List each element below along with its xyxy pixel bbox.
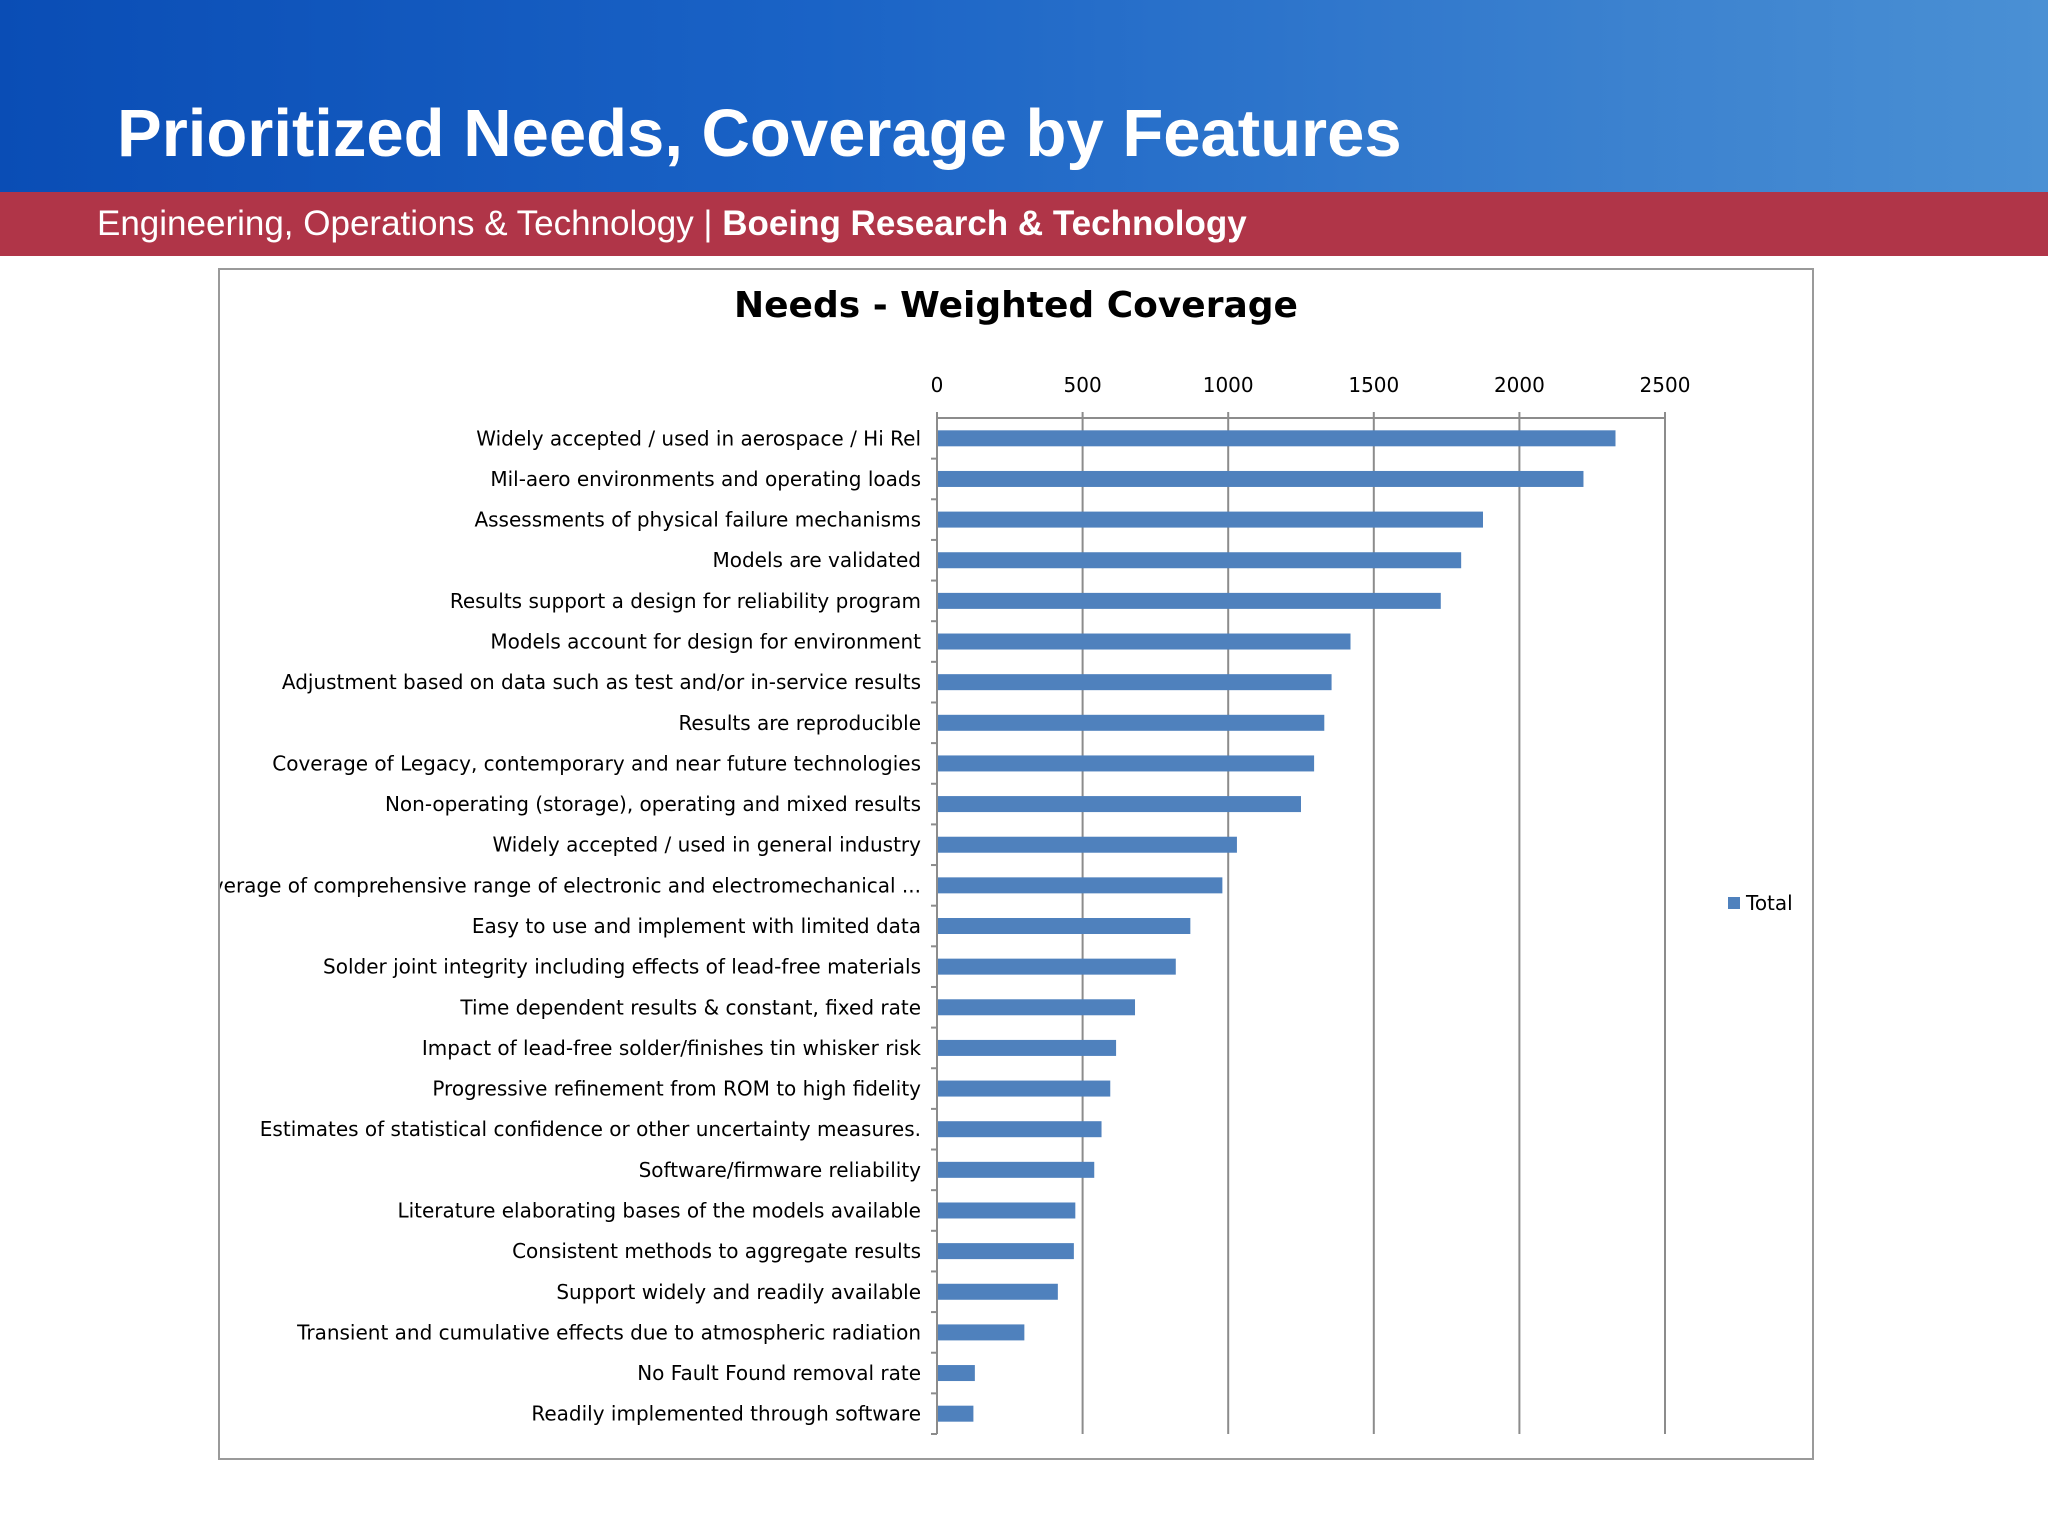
- bar: [938, 1161, 1095, 1178]
- legend-label: Total: [1745, 891, 1793, 915]
- slide-header: Prioritized Needs, Coverage by Features: [0, 0, 2048, 192]
- category-label: Non-operating (storage), operating and m…: [385, 792, 921, 816]
- category-label: Easy to use and implement with limited d…: [472, 914, 921, 938]
- bar: [938, 999, 1136, 1016]
- bar: [938, 430, 1616, 447]
- bar: [938, 1202, 1076, 1219]
- bar: [938, 714, 1325, 731]
- category-label: Literature elaborating bases of the mode…: [397, 1198, 921, 1222]
- bar: [938, 511, 1483, 528]
- bar: [938, 592, 1441, 609]
- category-label: Models account for design for environmen…: [490, 630, 921, 654]
- category-label: Support widely and readily available: [556, 1280, 921, 1304]
- bar: [938, 796, 1301, 813]
- x-tick-label: 2500: [1640, 373, 1691, 397]
- category-label: Mil-aero environments and operating load…: [490, 467, 921, 491]
- bar: [938, 1405, 974, 1422]
- category-label: Estimates of statistical confidence or o…: [260, 1117, 921, 1141]
- bar: [938, 674, 1332, 691]
- bar: [938, 755, 1315, 772]
- x-tick-label: 0: [931, 373, 944, 397]
- subheader-text: Engineering, Operations & Technology | B…: [97, 201, 1247, 247]
- category-label: No Fault Found removal rate: [637, 1361, 921, 1385]
- category-label: Progressive refinement from ROM to high …: [432, 1077, 921, 1101]
- category-label: Impact of lead-free solder/finishes tin …: [422, 1036, 922, 1060]
- category-label: Models are validated: [712, 548, 921, 572]
- category-label: Results support a design for reliability…: [450, 589, 921, 613]
- subheader-org: Engineering, Operations & Technology |: [97, 204, 723, 243]
- category-label: Results are reproducible: [678, 711, 921, 735]
- bar: [938, 877, 1223, 894]
- bar: [938, 1283, 1058, 1300]
- bar: [938, 470, 1584, 487]
- x-tick-label: 1000: [1203, 373, 1254, 397]
- bar: [938, 1039, 1117, 1056]
- bar: [938, 958, 1176, 975]
- x-tick-label: 1500: [1348, 373, 1399, 397]
- chart-title: Needs - Weighted Coverage: [734, 285, 1298, 326]
- bar: [938, 633, 1351, 650]
- category-label: Transient and cumulative effects due to …: [296, 1320, 921, 1344]
- bar: [938, 1121, 1102, 1138]
- bar: [938, 836, 1237, 853]
- category-label: Readily implemented through software: [531, 1402, 921, 1426]
- category-label: Assessments of physical failure mechanis…: [474, 508, 921, 532]
- subheader-division: Boeing Research & Technology: [722, 204, 1247, 243]
- category-label: Software/firmware reliability: [639, 1158, 922, 1182]
- chart-frame: Needs - Weighted Coverage 0 500 1000 1500 200…: [218, 268, 1814, 1460]
- slide-title: Prioritized Needs, Coverage by Features: [117, 96, 1402, 171]
- category-label: Time dependent results & constant, fixed…: [459, 995, 921, 1019]
- category-label: Coverage of Legacy, contemporary and nea…: [272, 751, 921, 775]
- bar: [938, 1365, 975, 1382]
- category-label: Consistent methods to aggregate results: [512, 1239, 921, 1263]
- category-label: Widely accepted / used in aerospace / Hi…: [476, 426, 921, 450]
- x-tick-label: 2000: [1494, 373, 1545, 397]
- bar: [938, 1243, 1074, 1260]
- category-label: Solder joint integrity including effects…: [323, 955, 921, 979]
- legend-swatch: [1728, 897, 1740, 909]
- slide-subheader: Engineering, Operations & Technology | B…: [0, 192, 2048, 256]
- category-label: Coverage of comprehensive range of elect…: [220, 873, 921, 897]
- bar: [938, 1080, 1111, 1097]
- bar: [938, 1324, 1025, 1341]
- bar: [938, 918, 1191, 934]
- category-label: Widely accepted / used in general indust…: [492, 833, 921, 857]
- bar: [938, 552, 1462, 569]
- x-tick-label: 500: [1064, 373, 1102, 397]
- bar-chart: Needs - Weighted Coverage 0 500 1000 1500 200…: [220, 285, 1793, 1435]
- category-label: Adjustment based on data such as test an…: [282, 670, 921, 694]
